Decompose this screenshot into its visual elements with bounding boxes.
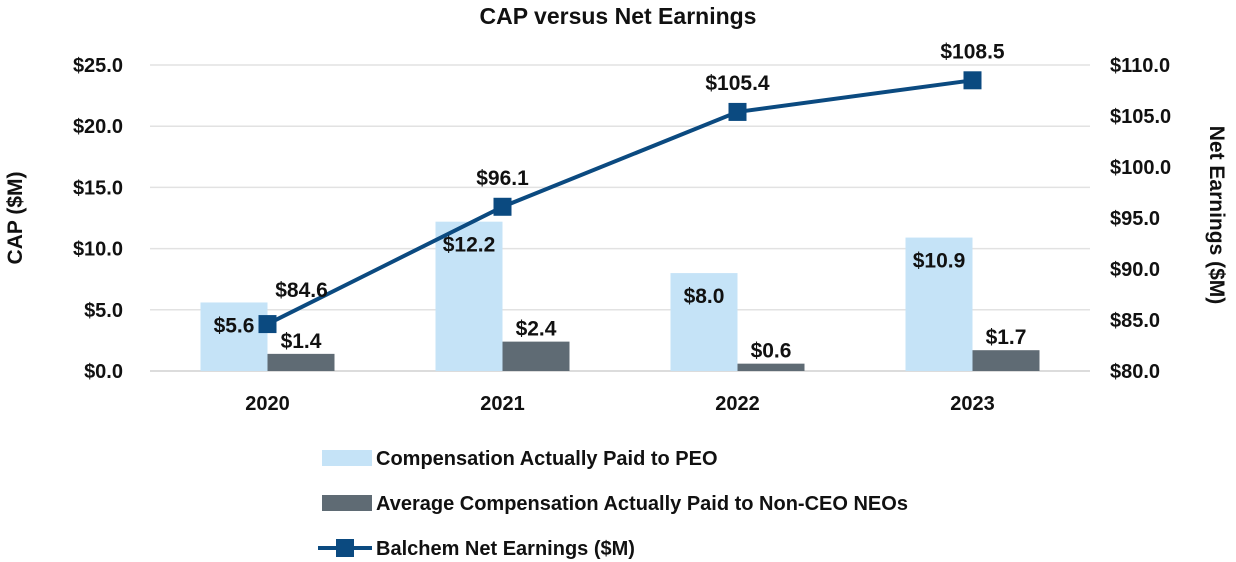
x-tick-label: 2021 [480,393,525,415]
x-tick-label: 2020 [245,393,290,415]
marker-net-earnings [258,315,277,334]
bar-neo [737,363,805,371]
legend-label: Compensation Actually Paid to PEO [376,448,718,470]
legend-label: Balchem Net Earnings ($M) [376,538,635,560]
data-label-net-earnings: $96.1 [476,167,529,190]
y2-tick-label: $100.0 [1110,157,1171,179]
y2-tick-label: $90.0 [1110,259,1160,281]
data-label-peo: $10.9 [913,250,966,273]
data-label-neo: $1.4 [281,330,322,353]
y-tick-label: $20.0 [73,116,123,138]
data-label-neo: $0.6 [751,340,792,363]
legend-swatch-neo [322,495,372,511]
bar-neo [972,350,1040,371]
bar-peo [435,221,503,371]
x-tick-label: 2023 [950,393,995,415]
data-label-net-earnings: $84.6 [275,279,328,302]
line-net-earnings [266,78,973,326]
legend-swatch-peo [322,450,372,466]
data-label-peo: $8.0 [684,285,725,308]
y-tick-label: $5.0 [84,300,123,322]
marker-net-earnings [963,71,982,90]
y2-tick-label: $85.0 [1110,310,1160,332]
data-label-peo: $5.6 [214,314,255,337]
data-label-net-earnings: $105.4 [705,72,770,95]
y-tick-label: $10.0 [73,239,123,261]
data-label-peo: $12.2 [443,234,496,257]
y-axis-label: CAP ($M) [4,172,27,265]
y-tick-label: $25.0 [73,55,123,77]
y2-axis-label: Net Earnings ($M) [1205,126,1228,305]
y2-tick-label: $80.0 [1110,361,1160,383]
data-label-net-earnings: $108.5 [940,40,1005,63]
x-tick-label: 2022 [715,393,760,415]
marker-net-earnings [493,197,512,216]
y2-tick-label: $110.0 [1110,55,1170,77]
marker-net-earnings [728,102,747,121]
y2-tick-label: $105.0 [1110,106,1171,128]
data-label-neo: $1.7 [986,326,1027,349]
legend-label: Average Compensation Actually Paid to No… [376,493,908,515]
legend-swatch-marker [336,539,354,557]
y-tick-label: $15.0 [73,177,123,199]
bar-peo [670,273,738,371]
bar-neo [502,341,570,371]
bar-peo [200,302,268,371]
data-label-neo: $2.4 [516,318,557,341]
chart-title: CAP versus Net Earnings [480,3,757,29]
bar-peo [905,237,973,371]
bar-neo [267,353,335,371]
y-tick-label: $0.0 [84,361,123,383]
y2-tick-label: $95.0 [1110,208,1160,230]
